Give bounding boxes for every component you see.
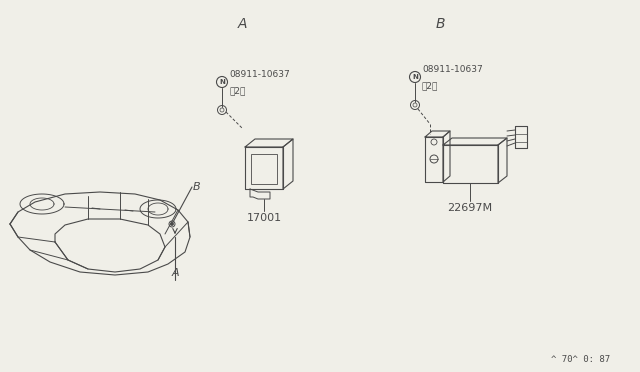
Text: 08911-10637: 08911-10637 — [229, 70, 290, 79]
Text: N: N — [412, 74, 418, 80]
Circle shape — [431, 139, 437, 145]
Text: B: B — [193, 182, 200, 192]
Text: 22697M: 22697M — [447, 203, 493, 213]
Text: 08911-10637: 08911-10637 — [422, 65, 483, 74]
Circle shape — [413, 103, 417, 107]
Bar — [251, 154, 277, 184]
Circle shape — [170, 222, 173, 225]
Text: （2）: （2） — [422, 81, 438, 90]
Text: N: N — [219, 79, 225, 85]
Text: ^ 70^ 0: 87: ^ 70^ 0: 87 — [551, 355, 610, 364]
Text: B: B — [435, 17, 445, 31]
Circle shape — [220, 108, 224, 112]
Text: （2）: （2） — [229, 86, 245, 95]
Text: A: A — [171, 268, 179, 278]
Circle shape — [430, 155, 438, 163]
Circle shape — [169, 221, 175, 227]
Circle shape — [410, 100, 419, 109]
Text: A: A — [237, 17, 247, 31]
Circle shape — [216, 77, 227, 87]
Circle shape — [218, 106, 227, 115]
Text: 17001: 17001 — [246, 213, 282, 223]
Circle shape — [410, 71, 420, 83]
